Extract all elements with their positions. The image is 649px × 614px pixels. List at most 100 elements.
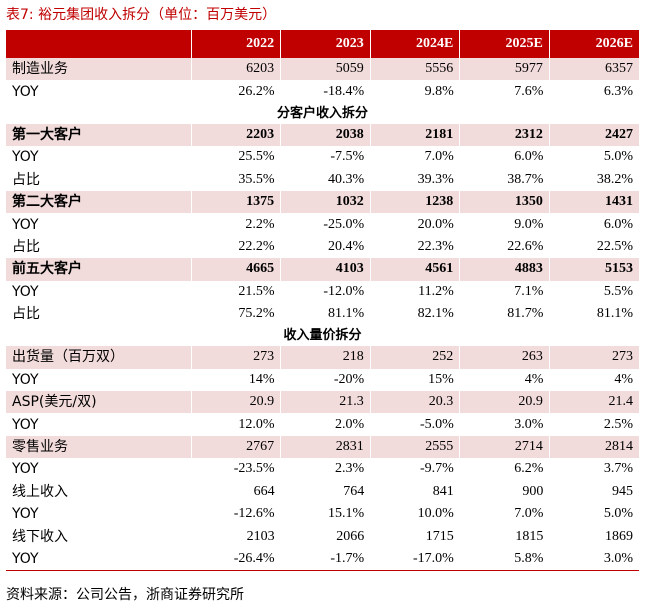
value-cell: 35.5%: [238, 171, 275, 187]
value-cell: 2103: [246, 528, 275, 544]
value-cell: 12.0%: [238, 416, 275, 432]
table-row: 前五大客户 4665 4103 4561 4883 5153: [6, 258, 639, 281]
value-cell: 5.5%: [603, 283, 633, 299]
value-cell: -12.6%: [233, 506, 275, 522]
row-label: 零售业务: [6, 435, 191, 459]
section-header-row: 分客户收入拆分: [6, 103, 639, 124]
value-cell: 5.0%: [603, 149, 633, 165]
value-cell: 6.3%: [603, 83, 633, 99]
value-cell: 7.0%: [514, 506, 544, 522]
table-row: 占比 75.2% 81.1% 82.1% 81.7% 81.1%: [6, 303, 639, 325]
value-cell: 7.6%: [514, 83, 544, 99]
value-cell: 4561: [369, 258, 460, 281]
value-cell: 3.0%: [549, 547, 639, 572]
value-cell: 1431: [548, 190, 639, 214]
value-cell: 1238: [369, 190, 460, 214]
value-cell: 1869: [605, 528, 633, 544]
value-cell: 81.7%: [507, 306, 544, 322]
value-cell: 945: [612, 483, 633, 499]
table-header-row: 2022 2023 2024E 2025E 2026E: [6, 30, 639, 58]
value-cell: 4883: [459, 258, 550, 281]
header-year: 2022: [190, 30, 281, 58]
value-cell: 6.0%: [603, 216, 633, 232]
value-cell: 841: [432, 483, 454, 499]
value-cell: -5.0%: [419, 416, 454, 432]
table-row: 第二大客户 1375 1032 1238 1350 1431: [6, 190, 639, 214]
value-cell: 2.0%: [335, 416, 365, 432]
section-header-row: 收入量价拆分: [6, 325, 639, 346]
value-cell: 6.2%: [514, 461, 544, 477]
row-label: 出货量（百万双）: [6, 346, 191, 369]
revenue-breakdown-table: 2022 2023 2024E 2025E 2026E 制造业务 6203 5059…: [6, 30, 639, 572]
value-cell: -23.5%: [233, 461, 275, 477]
value-cell: 4665: [190, 258, 281, 281]
value-cell: 2.3%: [335, 461, 365, 477]
value-cell: 664: [253, 483, 275, 499]
value-cell: 273: [190, 346, 281, 369]
value-cell: 21.5%: [238, 283, 275, 299]
value-cell: 2203: [190, 123, 281, 147]
table-row: 零售业务 2767 2831 2555 2714 2814: [6, 435, 639, 459]
value-cell: -1.7%: [280, 547, 371, 572]
value-cell: 3.7%: [603, 461, 633, 477]
value-cell: 1032: [280, 190, 371, 214]
value-cell: 6.0%: [514, 149, 544, 165]
value-cell: 15%: [428, 371, 454, 387]
value-cell: 3.0%: [514, 416, 544, 432]
table-row: 线下收入 2103 2066 1715 1815 1869: [6, 525, 639, 547]
row-label: ASP(美元/双): [6, 391, 191, 414]
header-year: 2023: [280, 30, 371, 58]
table-row: YOY 12.0% 2.0% -5.0% 3.0% 2.5%: [6, 413, 639, 435]
value-cell: -17.0%: [370, 547, 460, 572]
header-corner: [6, 30, 191, 58]
table-row: YOY 14% -20% 15% 4% 4%: [6, 369, 639, 391]
table-row: 占比 22.2% 20.4% 22.3% 22.6% 22.5%: [6, 236, 639, 258]
row-label: 第一大客户: [6, 123, 191, 147]
value-cell: 81.1%: [328, 306, 365, 322]
row-label: 第二大客户: [6, 190, 191, 214]
row-label: 线下收入: [12, 528, 68, 545]
value-cell: 40.3%: [328, 171, 365, 187]
row-label: 前五大客户: [6, 258, 191, 281]
value-cell: -9.7%: [419, 461, 454, 477]
value-cell: 20.4%: [328, 238, 365, 254]
value-cell: 2.5%: [603, 416, 633, 432]
value-cell: -20%: [333, 371, 365, 387]
row-label: YOY: [12, 283, 39, 300]
row-label: 占比: [12, 171, 40, 188]
value-cell: -26.4%: [191, 547, 281, 572]
value-cell: 82.1%: [417, 306, 454, 322]
value-cell: 5153: [548, 258, 639, 281]
caption-label: 表7:: [6, 7, 34, 23]
header-year: 2025E: [459, 30, 550, 58]
value-cell: 9.0%: [514, 216, 544, 232]
table-row: 制造业务 6203 5059 5556 5977 6357: [6, 58, 639, 81]
row-label: 制造业务: [6, 58, 191, 81]
value-cell: 5.0%: [603, 506, 633, 522]
row-label: 线上收入: [12, 483, 68, 500]
value-cell: 2555: [369, 435, 460, 459]
value-cell: 273: [548, 346, 639, 369]
value-cell: -7.5%: [330, 149, 365, 165]
table-row: ASP(美元/双) 20.9 21.3 20.3 20.9 21.4: [6, 391, 639, 414]
table-body: 制造业务 6203 5059 5556 5977 6357 YOY 26.2% -18.4% 9.…: [6, 58, 639, 572]
value-cell: 20.9: [190, 391, 281, 414]
row-label: YOY: [6, 547, 191, 572]
value-cell: 5556: [369, 58, 460, 81]
value-cell: 2767: [190, 435, 281, 459]
value-cell: 14%: [248, 371, 275, 387]
value-cell: 10.0%: [417, 506, 454, 522]
table-row: 第一大客户 2203 2038 2181 2312 2427: [6, 123, 639, 147]
row-label: 占比: [12, 238, 40, 255]
value-cell: 2.2%: [245, 216, 275, 232]
value-cell: -25.0%: [323, 216, 365, 232]
value-cell: 2312: [459, 123, 550, 147]
source-note: 资料来源：公司公告，浙商证券研究所: [6, 587, 244, 603]
value-cell: 25.5%: [238, 149, 275, 165]
table-row: 线上收入 664 764 841 900 945: [6, 481, 639, 503]
value-cell: 2427: [548, 123, 639, 147]
value-cell: 1715: [425, 528, 454, 544]
value-cell: 9.8%: [424, 83, 454, 99]
value-cell: 20.9: [459, 391, 550, 414]
row-label: YOY: [12, 371, 39, 388]
